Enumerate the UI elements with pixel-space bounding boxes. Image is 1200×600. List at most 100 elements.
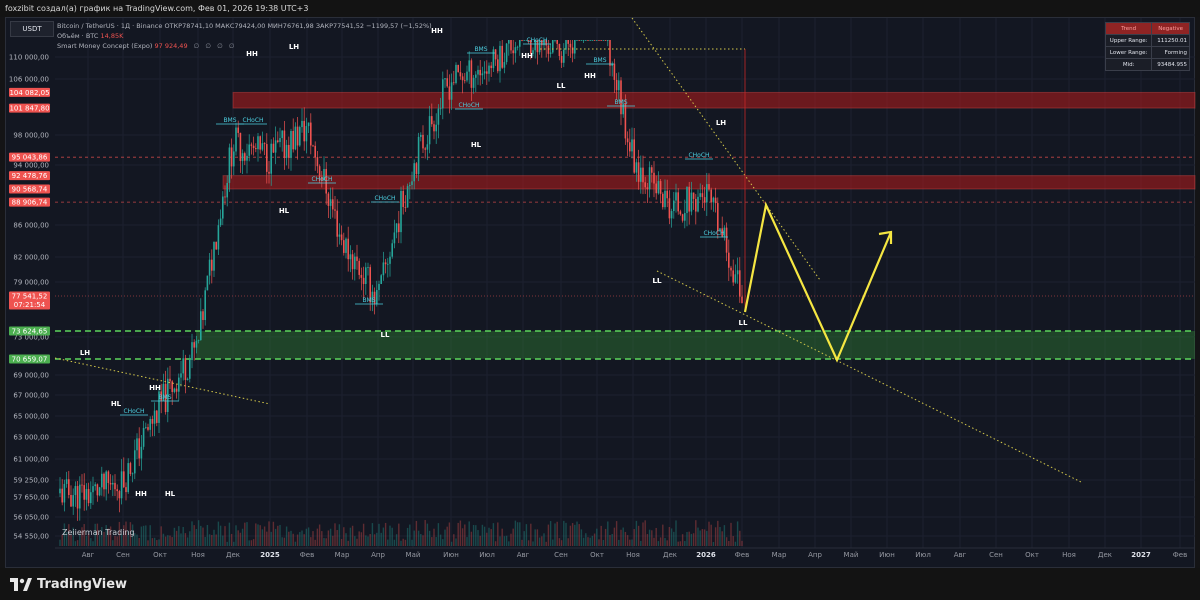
volume-bar [464, 524, 466, 546]
trendline-descending-support [656, 270, 1084, 484]
brand-name: TradingView [37, 576, 128, 592]
candle-body [736, 270, 739, 275]
x-axis-tick-label: Ноя [1062, 551, 1076, 559]
candle-body [149, 418, 151, 430]
candle-body [147, 427, 149, 430]
candle-body [136, 438, 138, 451]
volume-bar [503, 536, 506, 546]
candle-body [202, 311, 204, 321]
volume-bar [514, 520, 517, 546]
candle-body [406, 186, 409, 208]
structure-label: HH [521, 52, 533, 60]
price-chart[interactable]: LHHHLHHLHHHHHLHHHLLLHHHHLLLLHLLHLLLLCHoC… [0, 0, 1200, 568]
volume-bar [98, 535, 101, 546]
candle-body [664, 190, 666, 208]
structure-tag: BMS [614, 99, 627, 106]
candle-body [129, 463, 132, 474]
volume-bar [446, 526, 448, 546]
candle-body [499, 45, 501, 72]
candle-body [624, 103, 627, 139]
candle-body [226, 182, 228, 198]
candle-body [631, 139, 633, 152]
y-axis-tick-label: 56 050,00 [13, 514, 49, 522]
candle-body [189, 360, 191, 379]
candle-body [303, 120, 305, 142]
indicator-settings-icons[interactable]: ∅ ∅ ∅ ∅ [193, 42, 237, 50]
volume-bar [677, 541, 679, 546]
candle-body [442, 79, 444, 109]
structure-label: LL [381, 331, 390, 339]
volume-bar [387, 539, 389, 546]
candle-body [593, 40, 596, 41]
candle-body [63, 483, 66, 503]
volume-bar [684, 541, 686, 546]
volume-bar [486, 532, 488, 546]
candle-body [162, 383, 165, 401]
volume-bar [61, 534, 63, 546]
candle-body [446, 78, 448, 87]
candle-body [657, 181, 660, 194]
symbol-selector[interactable]: USDT [10, 21, 54, 37]
chart-panel[interactable] [5, 17, 1195, 568]
candle-body [437, 108, 440, 125]
volume-bar [195, 528, 198, 546]
legend-volume[interactable]: Объём · BTC 14,85K [57, 32, 123, 40]
trend-label: Trend [1104, 22, 1153, 35]
volume-bar [173, 527, 176, 546]
volume-bar [523, 531, 525, 546]
volume-value: 14,85K [100, 32, 124, 40]
legend-main[interactable]: Bitcoin / TetherUS · 1Д · Binance ОТКР78… [57, 22, 432, 30]
structure-label: HH [135, 490, 147, 498]
candle-body [681, 214, 684, 221]
candle-body [90, 492, 92, 504]
price-tag [9, 103, 50, 113]
volume-bar [134, 533, 136, 546]
volume-bar [556, 521, 558, 546]
structure-tag: BMS [362, 297, 375, 304]
candle-body [325, 168, 327, 194]
candle-body [283, 130, 286, 158]
candle-body [666, 190, 668, 199]
x-axis-tick-label: Сен [554, 551, 568, 559]
axes-layer: 110 000,00 106 000,00 98 000,00 94 000,00 86… [9, 54, 1195, 559]
x-axis-tick-label: Окт [590, 551, 604, 559]
volume-bar [415, 520, 418, 546]
volume-bar [120, 534, 123, 546]
candle-body [167, 378, 169, 412]
volume-bar [314, 539, 316, 546]
tradingview-logo[interactable]: TradingView [10, 574, 127, 594]
structure-label: LH [716, 119, 726, 127]
candle-body [398, 223, 400, 233]
price-tag [9, 326, 50, 336]
candle-body [224, 196, 226, 198]
volume-bar [488, 527, 490, 546]
price-tag-label: 90 568,74 [12, 186, 48, 194]
volume-bar [618, 539, 620, 546]
volume-bar [272, 521, 275, 546]
volume-bar [554, 523, 556, 546]
candle-body [171, 381, 173, 392]
volume-bar [426, 523, 429, 546]
legend-indicator[interactable]: Smart Money Concept (Expo) 97 924,49 ∅ ∅… [57, 42, 237, 50]
y-axis-tick-label: 67 000,00 [13, 392, 49, 400]
mid-value: 93484.955 [1151, 58, 1190, 71]
volume-bar [692, 533, 695, 546]
volume-bar [719, 526, 721, 546]
volume-bar [389, 525, 391, 546]
volume-bar [653, 537, 655, 546]
volume-bar [411, 539, 413, 546]
candle-body [622, 103, 624, 115]
candle-body [538, 40, 541, 53]
candle-body [120, 471, 123, 499]
y-axis-tick-label: 82 000,00 [13, 254, 49, 262]
candle-body [642, 167, 644, 183]
volume-bar [153, 537, 156, 546]
candles-layer [59, 40, 743, 521]
volume-layer [59, 520, 743, 546]
volume-bar [703, 529, 706, 546]
volume-bar [712, 541, 715, 546]
candle-body [65, 479, 68, 484]
candle-body [259, 136, 261, 150]
candle-body [219, 218, 222, 226]
volume-bar [622, 527, 624, 546]
